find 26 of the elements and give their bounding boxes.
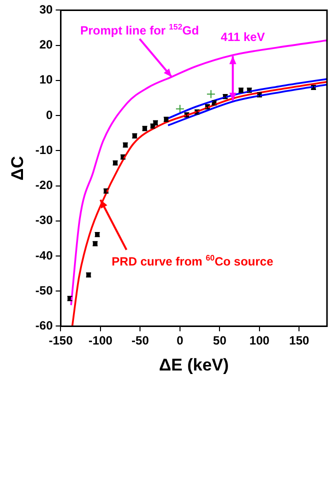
- x-tick-label: 50: [213, 334, 227, 348]
- y-tick-label: -40: [35, 248, 54, 262]
- x-tick-label: 0: [176, 334, 184, 348]
- annotation: PRD curve from $^{60}$Co source: [112, 252, 274, 268]
- point: [175, 104, 184, 114]
- x-tick-label: -100: [88, 334, 113, 348]
- line-series: [167, 84, 327, 126]
- x-axis-title: ΔE (keV): [158, 355, 229, 374]
- x-tick-label: -150: [48, 334, 74, 348]
- y-tick-label: -50: [35, 283, 54, 298]
- annotation: Prompt line for $^{152}$Gd: [80, 21, 199, 38]
- line-series: [71, 80, 327, 326]
- x-tick-label: 100: [249, 334, 270, 348]
- y-axis-title: ΔC: [8, 156, 27, 180]
- y-tick-label: -20: [35, 178, 54, 192]
- annotation: 411 keV: [220, 30, 265, 44]
- y-tick-label: -10: [35, 142, 54, 157]
- point: [206, 90, 216, 99]
- y-tick-label: 30: [39, 2, 54, 17]
- x-tick-label: -50: [132, 334, 150, 348]
- y-tick-label: -30: [35, 213, 54, 228]
- y-tick-label: 0: [46, 108, 54, 122]
- y-tick-label: -60: [35, 318, 54, 333]
- y-tick-label: 10: [39, 72, 54, 87]
- x-tick-label: 150: [289, 334, 310, 348]
- y-tick-label: 20: [39, 38, 54, 52]
